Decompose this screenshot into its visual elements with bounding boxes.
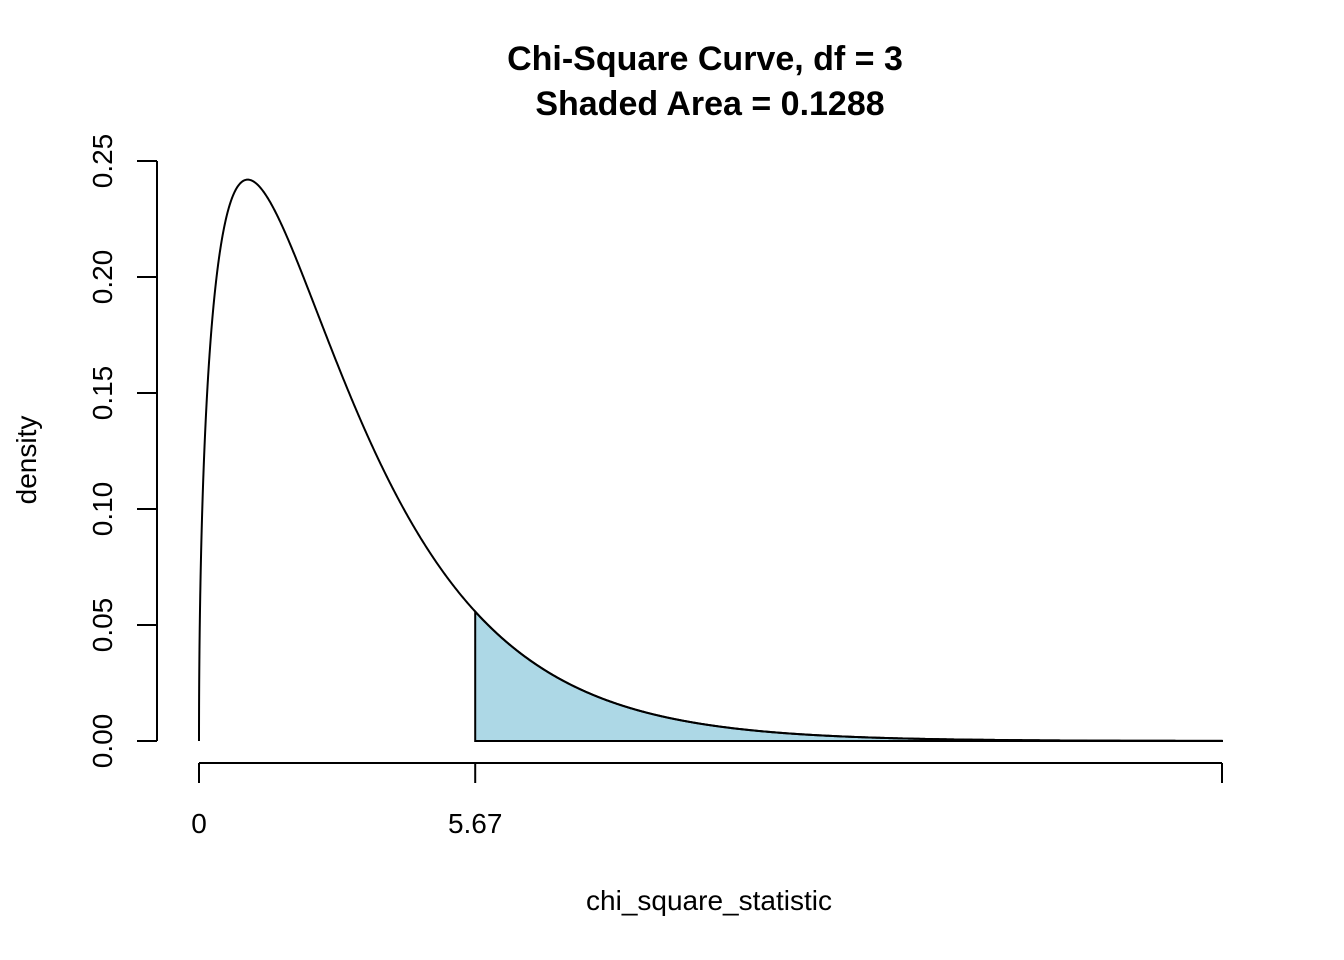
y-tick-label: 0.05 — [87, 598, 118, 653]
x-tick-label: 5.67 — [448, 808, 503, 839]
density-curve — [198, 178, 1222, 742]
chart-subtitle: Shaded Area = 0.1288 — [535, 85, 884, 123]
x-tick-label: 0 — [191, 808, 207, 839]
x-axis: 0 5.67 — [191, 762, 1223, 839]
chart-title: Chi-Square Curve, df = 3 — [507, 40, 903, 78]
y-tick-label: 0.10 — [87, 482, 118, 537]
x-axis-label: chi_square_statistic — [586, 885, 832, 916]
y-tick-label: 0.20 — [87, 250, 118, 305]
y-tick-label: 0.25 — [87, 134, 118, 189]
y-tick-label: 0.15 — [87, 366, 118, 421]
y-axis-label: density — [11, 416, 42, 505]
plot-area — [198, 178, 1223, 742]
y-tick-label: 0.00 — [87, 714, 118, 769]
shaded-tail-area — [474, 609, 1223, 742]
y-axis: 0.00 0.05 0.10 0.15 0.20 0.25 — [87, 134, 158, 769]
